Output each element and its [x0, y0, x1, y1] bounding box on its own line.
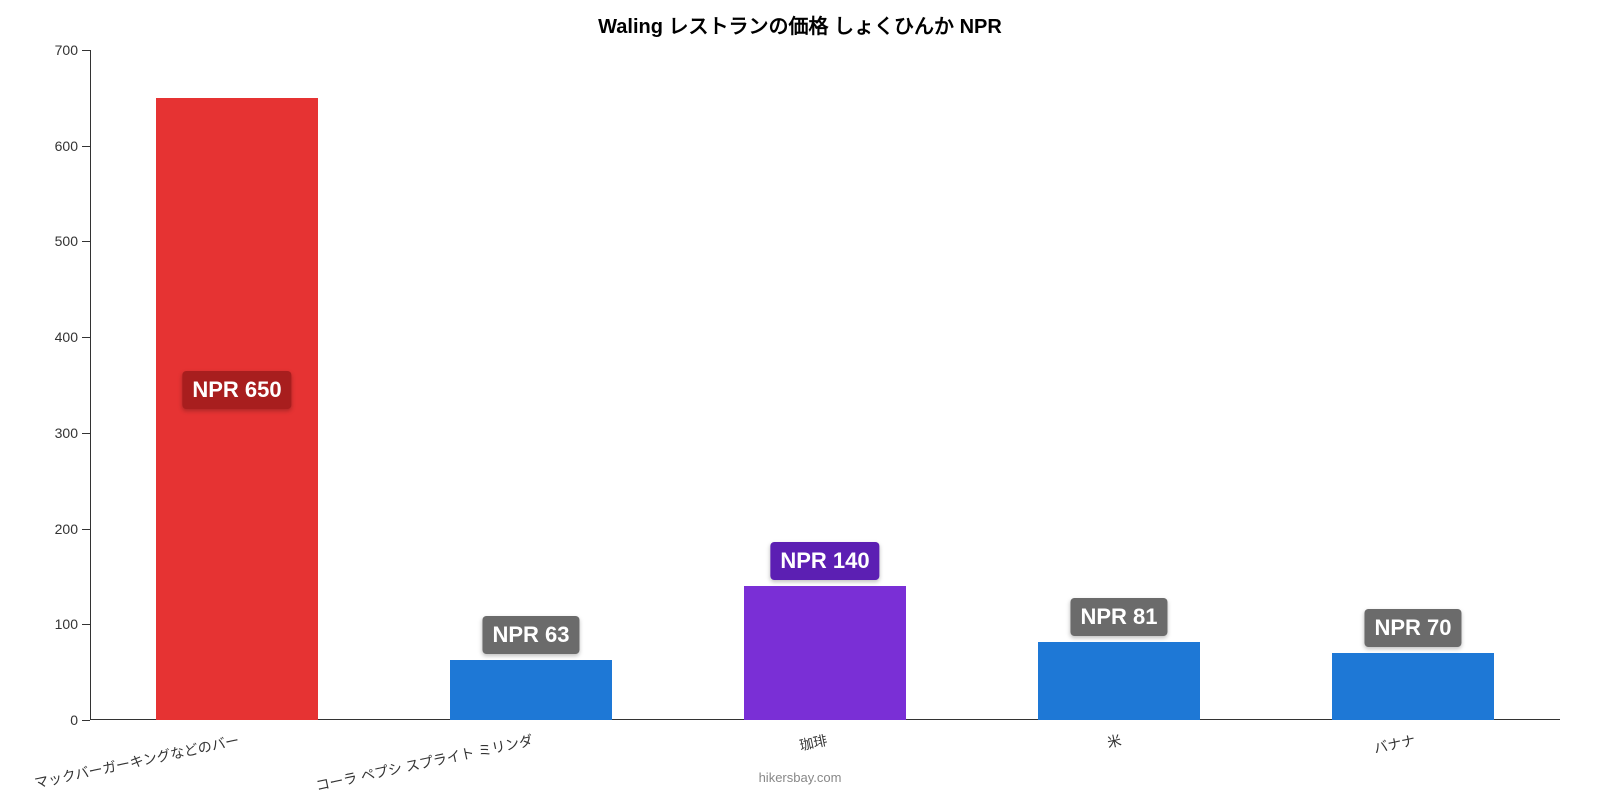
y-tick: [82, 50, 90, 51]
y-tick-label: 600: [55, 138, 78, 154]
y-tick: [82, 624, 90, 625]
bar: [1332, 653, 1494, 720]
x-tick-label: バナナ: [1372, 730, 1417, 758]
value-badge: NPR 81: [1070, 598, 1167, 636]
bar: [744, 586, 906, 720]
y-tick-label: 200: [55, 521, 78, 537]
y-tick-label: 0: [70, 712, 78, 728]
x-tick-label: 米: [1105, 730, 1123, 752]
value-badge: NPR 70: [1364, 609, 1461, 647]
y-tick: [82, 146, 90, 147]
y-tick: [82, 720, 90, 721]
y-tick: [82, 337, 90, 338]
x-tick-label: 珈琲: [798, 730, 830, 755]
chart-container: Waling レストランの価格 しょくひんか NPR 0100200300400…: [0, 0, 1600, 800]
chart-title: Waling レストランの価格 しょくひんか NPR: [0, 10, 1600, 39]
y-tick: [82, 241, 90, 242]
y-axis-line: [90, 50, 91, 720]
bar: [1038, 642, 1200, 720]
x-tick-label: コーラ ペプシ スプライト ミリンダ: [314, 730, 535, 796]
value-badge: NPR 63: [482, 616, 579, 654]
plot-area: 0100200300400500600700マックバーガーキングなどのバーNPR…: [90, 50, 1560, 720]
y-tick-label: 500: [55, 233, 78, 249]
value-badge: NPR 650: [182, 371, 291, 409]
value-badge: NPR 140: [770, 542, 879, 580]
y-tick-label: 300: [55, 425, 78, 441]
y-tick-label: 700: [55, 42, 78, 58]
y-tick: [82, 529, 90, 530]
y-tick: [82, 433, 90, 434]
y-tick-label: 400: [55, 329, 78, 345]
bar: [450, 660, 612, 720]
attribution-text: hikersbay.com: [0, 770, 1600, 785]
y-tick-label: 100: [55, 616, 78, 632]
